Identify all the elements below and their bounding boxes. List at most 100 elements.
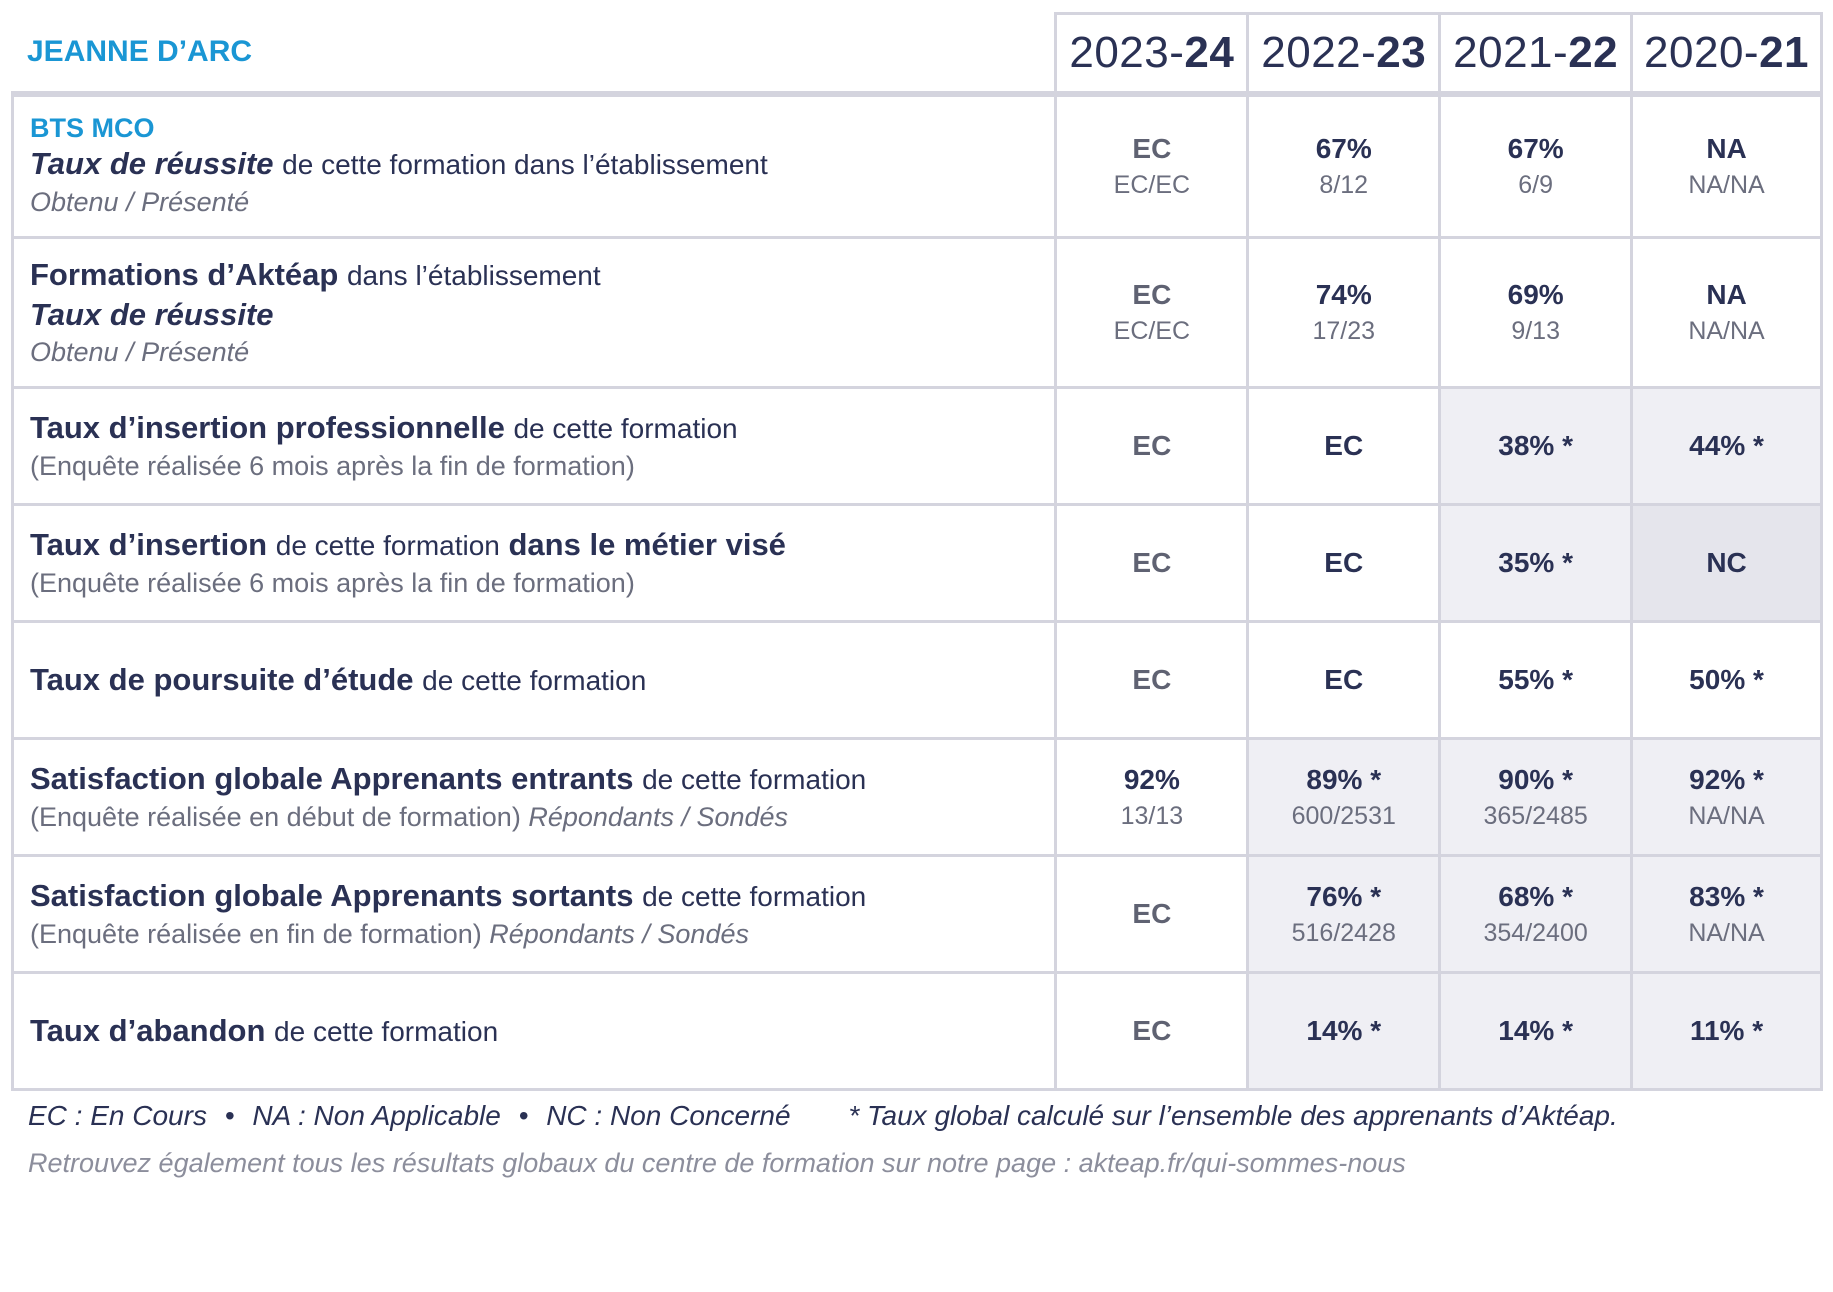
table-row: Taux d’abandon de cette formation EC 14%…	[11, 974, 1823, 1091]
value: 35% *	[1498, 547, 1573, 578]
legend-separator: •	[224, 1100, 235, 1131]
ratio: EC/EC	[1113, 317, 1191, 345]
table-row: Taux d’insertion de cette formation dans…	[11, 506, 1823, 623]
row-label: Taux d’insertion de cette formation dans…	[11, 506, 1054, 620]
ratio: 13/13	[1120, 801, 1184, 830]
ratio: 516/2428	[1291, 918, 1396, 947]
row-label: Satisfaction globale Apprenants entrants…	[11, 740, 1054, 854]
value-cell: 11% *	[1630, 974, 1823, 1088]
table-header: JEANNE D’ARC 2023-24 2022-23 2021-22 202…	[11, 12, 1823, 94]
year-header: 2022-23	[1246, 12, 1439, 91]
metric-note-italic: Répondants / Sondés	[528, 801, 789, 832]
metric-title: Satisfaction globale Apprenants sortants	[30, 878, 634, 914]
value: 14% *	[1498, 1015, 1573, 1046]
value: 89% *	[1306, 763, 1382, 795]
value: EC	[1132, 133, 1172, 164]
value: 69%	[1507, 279, 1564, 310]
value: NC	[1706, 547, 1747, 578]
value-cell: 76% * 516/2428	[1246, 857, 1439, 971]
legend-ec: EC : En Cours	[28, 1100, 207, 1131]
metric-desc: dans l’établissement	[346, 259, 601, 291]
value: EC	[1324, 430, 1364, 461]
legend-line: EC : En Cours • NA : Non Applicable • NC…	[28, 1100, 1618, 1132]
table-row: Satisfaction globale Apprenants sortants…	[11, 857, 1823, 974]
metric-title: Taux de poursuite d’étude	[30, 661, 414, 697]
metric-title: Taux d’insertion professionnelle	[30, 410, 505, 446]
metric-title: Taux d’abandon	[30, 1012, 266, 1048]
year-suffix: 21	[1759, 28, 1810, 77]
row-label: Taux de poursuite d’étude de cette forma…	[11, 623, 1054, 737]
table-row: Taux d’insertion professionnelle de cett…	[11, 389, 1823, 506]
row-label: Satisfaction globale Apprenants sortants…	[11, 857, 1054, 971]
year-prefix: 2020-	[1644, 28, 1760, 77]
value-cell: 14% *	[1246, 974, 1439, 1088]
ratio: NA/NA	[1688, 171, 1765, 199]
value-cell: EC	[1246, 623, 1438, 737]
year-suffix: 23	[1376, 28, 1427, 77]
metric-note: Obtenu / Présenté	[30, 186, 250, 217]
ratio: 9/13	[1511, 317, 1560, 345]
ratio: 600/2531	[1291, 801, 1396, 830]
metric-desc: de cette formation	[422, 664, 647, 696]
value-cell: 50% *	[1630, 623, 1823, 737]
metric-note: (Enquête réalisée en fin de formation)	[30, 918, 482, 949]
table-row: Formations d’Aktéap dans l’établissement…	[11, 239, 1823, 389]
ratio: 354/2400	[1483, 918, 1588, 947]
value-cell: 14% *	[1438, 974, 1631, 1088]
metric-desc: de cette formation	[642, 764, 867, 796]
value-cell: 89% * 600/2531	[1246, 740, 1439, 854]
legend-na: NA : Non Applicable	[252, 1100, 501, 1131]
year-prefix: 2022-	[1261, 28, 1377, 77]
value: 68% *	[1498, 880, 1573, 912]
value-cell: 35% *	[1438, 506, 1631, 620]
value-cell: NA NA/NA	[1630, 97, 1823, 236]
table-row: BTS MCO Taux de réussite de cette format…	[11, 94, 1823, 239]
value-cell: NA NA/NA	[1630, 239, 1823, 386]
value: EC	[1132, 430, 1172, 461]
metric-title: Taux d’insertion	[30, 527, 268, 563]
value-cell: 67% 8/12	[1246, 97, 1438, 236]
value-cell: 83% * NA/NA	[1630, 857, 1823, 971]
value: EC	[1324, 547, 1364, 578]
row-label: Taux d’insertion professionnelle de cett…	[11, 389, 1054, 503]
ratio: 8/12	[1319, 171, 1369, 199]
school-name: JEANNE D’ARC	[27, 34, 253, 68]
value: 92%	[1123, 763, 1180, 795]
metric-subtitle: Taux de réussite	[30, 296, 274, 332]
value: EC	[1132, 898, 1172, 929]
value: 55% *	[1498, 664, 1573, 695]
value: EC	[1132, 664, 1172, 695]
value: 67%	[1315, 133, 1372, 164]
value-cell: 74% 17/23	[1246, 239, 1438, 386]
value: 38% *	[1498, 430, 1573, 461]
metric-desc: de cette formation	[274, 1015, 499, 1047]
value-cell: EC	[1246, 389, 1438, 503]
legend-separator: •	[518, 1100, 529, 1131]
row-label: BTS MCO Taux de réussite de cette format…	[11, 97, 1054, 236]
value: 14% *	[1306, 1015, 1382, 1046]
metric-title: Taux de réussite	[30, 146, 274, 182]
value-cell: EC	[1054, 974, 1246, 1088]
value: 76% *	[1306, 880, 1382, 912]
legend-nc: NC : Non Concerné	[546, 1100, 791, 1131]
metric-desc: de cette formation dans l’établissement	[282, 149, 768, 181]
ratio: NA/NA	[1688, 801, 1765, 830]
value-cell: 55% *	[1438, 623, 1630, 737]
value-cell: 44% *	[1630, 389, 1823, 503]
value-cell: 92% * NA/NA	[1630, 740, 1823, 854]
year-suffix: 22	[1568, 28, 1619, 77]
value-cell: EC	[1246, 506, 1438, 620]
metric-note-italic: Répondants / Sondés	[489, 918, 749, 949]
ratio: 17/23	[1312, 317, 1376, 345]
value-cell: 92% 13/13	[1054, 740, 1246, 854]
year-prefix: 2023-	[1069, 28, 1185, 77]
ratio: NA/NA	[1688, 918, 1765, 947]
ratio: 6/9	[1518, 171, 1554, 199]
value-cell: 67% 6/9	[1438, 97, 1630, 236]
metric-title: Satisfaction globale Apprenants entrants	[30, 761, 634, 797]
year-prefix: 2021-	[1453, 28, 1569, 77]
metric-note: (Enquête réalisée 6 mois après la fin de…	[30, 450, 635, 481]
row-label: Formations d’Aktéap dans l’établissement…	[11, 239, 1054, 386]
value-cell: NC	[1630, 506, 1823, 620]
metric-desc: de cette formation	[642, 881, 867, 913]
